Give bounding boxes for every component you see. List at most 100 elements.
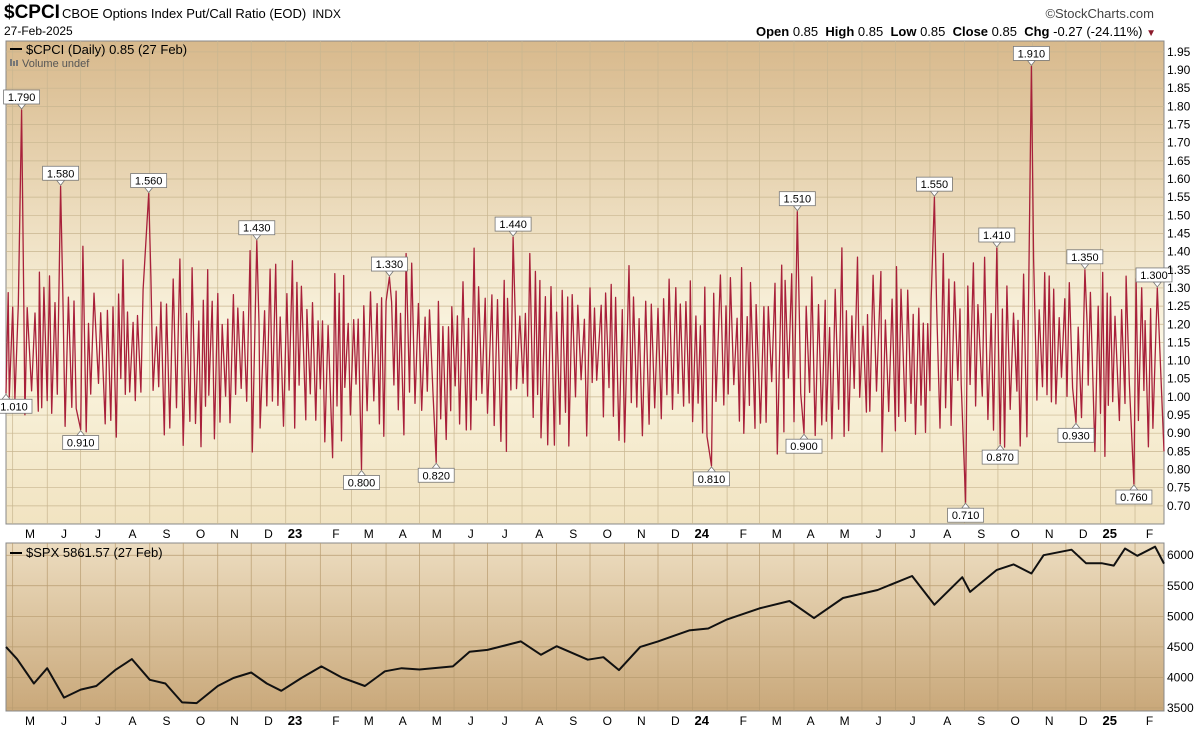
x-tick-label: F [332, 714, 339, 728]
annotation-value: 1.440 [499, 219, 527, 231]
close-label: Close [952, 24, 989, 39]
peak-annotation: 0.870 [981, 444, 1019, 465]
x-tick-label: 24 [695, 713, 710, 728]
cpci-panel-bg [5, 40, 1165, 525]
x-tick-label: S [569, 714, 577, 728]
y-tick-label: 1.50 [1167, 208, 1191, 222]
x-tick-label: J [910, 527, 916, 541]
down-triangle-icon: ▼ [1146, 28, 1156, 39]
annotation-box [947, 507, 985, 523]
x-tick-label: N [637, 527, 646, 541]
y-tick-label: 1.90 [1167, 63, 1191, 77]
peak-annotation: 0.930 [1057, 422, 1095, 443]
annotation-value: 0.900 [790, 441, 818, 453]
peak-annotation: 1.010 [0, 393, 33, 414]
annotation-box [916, 176, 953, 192]
annotation-value: 1.510 [784, 194, 812, 206]
peak-annotation: 1.350 [1066, 249, 1104, 270]
close-value: 0.85 [991, 24, 1017, 39]
x-tick-label: M [840, 714, 850, 728]
x-tick-label: S [162, 527, 170, 541]
y-tick-label: 1.75 [1167, 118, 1191, 132]
annotation-box [494, 216, 532, 232]
peak-annotation: 0.810 [693, 466, 730, 487]
x-tick-label: 24 [695, 526, 710, 541]
annotation-box [130, 173, 168, 188]
peak-annotation: 1.430 [238, 220, 276, 241]
annotation-box [778, 191, 816, 207]
y-tick-label: 1.60 [1167, 172, 1191, 186]
x-tick-label: F [1146, 527, 1153, 541]
x-tick-label: S [162, 714, 170, 728]
y-tick-label: 4500 [1167, 640, 1194, 654]
x-tick-label: F [740, 714, 747, 728]
spx-series-line [5, 545, 1165, 705]
y-tick-label: 3500 [1167, 701, 1194, 715]
x-tick-label: M [840, 527, 850, 541]
y-tick-label: 1.20 [1167, 317, 1191, 331]
spx-legend-text: $SPX 5861.57 (27 Feb) [26, 545, 163, 560]
annotation-value: 0.760 [1120, 492, 1148, 504]
peak-annotation: 1.550 [916, 176, 953, 197]
x-tick-label: J [468, 527, 474, 541]
x-tick-label: J [910, 714, 916, 728]
spx-legend: $SPX 5861.57 (27 Feb) [10, 545, 163, 560]
annotation-value: 0.870 [986, 452, 1014, 464]
peak-annotation: 0.820 [417, 462, 455, 483]
x-tick-label: J [61, 714, 67, 728]
annotation-box [693, 471, 730, 487]
x-tick-label: J [468, 714, 474, 728]
y-tick-label: 1.30 [1167, 281, 1191, 295]
x-tick-label: A [807, 714, 815, 728]
x-tick-label: N [637, 714, 646, 728]
annotation-value: 0.820 [422, 470, 450, 482]
low-value: 0.85 [920, 24, 946, 39]
open-value: 0.85 [792, 24, 819, 39]
x-tick-label: J [876, 714, 882, 728]
annotation-box [370, 256, 408, 272]
y-tick-label: 1.70 [1167, 136, 1191, 150]
peak-annotation: 1.790 [3, 89, 41, 110]
x-tick-label: M [772, 527, 782, 541]
y-tick-label: 1.65 [1167, 154, 1191, 168]
annotation-box [417, 467, 455, 483]
annotation-value: 1.910 [1018, 48, 1046, 60]
annotation-box [343, 475, 380, 490]
x-tick-label: N [1045, 527, 1054, 541]
annotation-value: 1.550 [921, 179, 949, 191]
x-tick-label: A [128, 527, 136, 541]
y-tick-label: 1.85 [1167, 81, 1191, 95]
x-tick-label: A [399, 714, 407, 728]
x-tick-label: D [1079, 714, 1088, 728]
x-tick-label: A [535, 714, 543, 728]
annotation-value: 1.580 [47, 168, 75, 180]
x-tick-label: A [943, 714, 951, 728]
peak-annotation: 0.760 [1115, 484, 1153, 505]
annotation-box [1066, 249, 1104, 265]
annotation-value: 0.710 [952, 510, 980, 522]
cpci-legend-text: $CPCI (Daily) 0.85 (27 Feb) [26, 42, 187, 57]
x-tick-label: O [603, 527, 612, 541]
annotation-value: 1.410 [983, 230, 1011, 242]
y-tick-label: 5000 [1167, 609, 1194, 623]
x-tick-label: J [95, 527, 101, 541]
annotation-box [978, 227, 1016, 243]
peak-annotation: 0.710 [947, 502, 985, 523]
y-tick-label: 1.45 [1167, 226, 1191, 240]
x-tick-label: N [230, 714, 239, 728]
brand-logo[interactable]: ©StockCharts.com [1045, 6, 1154, 21]
x-tick-label: M [25, 527, 35, 541]
x-tick-label: 25 [1102, 713, 1116, 728]
exchange-label: INDX [312, 7, 341, 21]
x-tick-label: D [671, 714, 680, 728]
y-tick-label: 1.40 [1167, 245, 1191, 259]
low-label: Low [890, 24, 917, 39]
x-tick-label: A [128, 714, 136, 728]
x-tick-label: M [25, 714, 35, 728]
y-tick-label: 0.70 [1167, 499, 1191, 513]
chart-date: 27-Feb-2025 [4, 24, 73, 38]
x-tick-label: D [264, 527, 273, 541]
x-tick-label: J [876, 527, 882, 541]
x-tick-label: J [61, 527, 67, 541]
y-tick-label: 6000 [1167, 548, 1194, 562]
